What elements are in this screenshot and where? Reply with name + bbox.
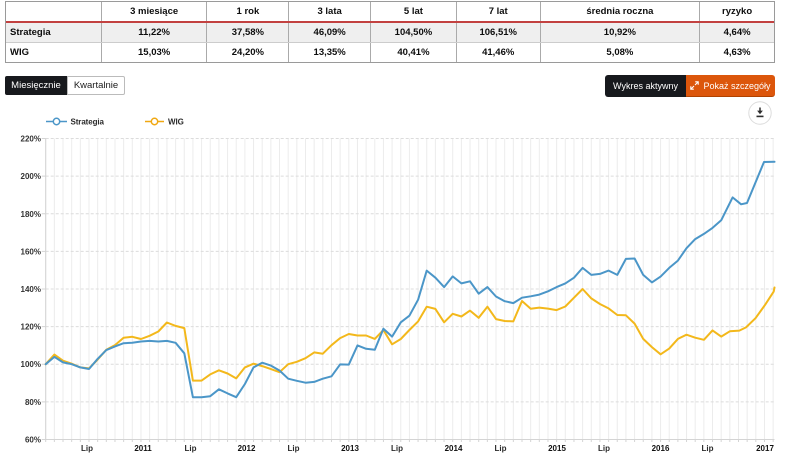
svg-text:180%: 180% — [21, 210, 41, 219]
svg-text:Lip: Lip — [495, 444, 507, 453]
svg-text:Lip: Lip — [81, 444, 93, 453]
svg-text:220%: 220% — [21, 135, 41, 144]
svg-text:2012: 2012 — [238, 444, 256, 453]
svg-text:2015: 2015 — [548, 444, 566, 453]
svg-text:2014: 2014 — [445, 444, 463, 453]
svg-text:200%: 200% — [21, 172, 41, 181]
svg-text:60%: 60% — [25, 436, 41, 445]
svg-text:Lip: Lip — [288, 444, 300, 453]
svg-text:100%: 100% — [21, 360, 41, 369]
svg-text:120%: 120% — [21, 323, 41, 332]
svg-text:80%: 80% — [25, 398, 41, 407]
svg-text:2011: 2011 — [134, 444, 152, 453]
svg-text:Lip: Lip — [185, 444, 197, 453]
svg-text:Lip: Lip — [702, 444, 714, 453]
svg-text:2013: 2013 — [341, 444, 359, 453]
svg-text:Strategia: Strategia — [71, 118, 105, 127]
svg-text:2017: 2017 — [756, 444, 774, 453]
svg-text:Lip: Lip — [391, 444, 403, 453]
svg-text:160%: 160% — [21, 247, 41, 256]
svg-text:2016: 2016 — [652, 444, 670, 453]
svg-text:WIG: WIG — [168, 118, 184, 127]
svg-text:140%: 140% — [21, 285, 41, 294]
svg-text:Lip: Lip — [598, 444, 610, 453]
